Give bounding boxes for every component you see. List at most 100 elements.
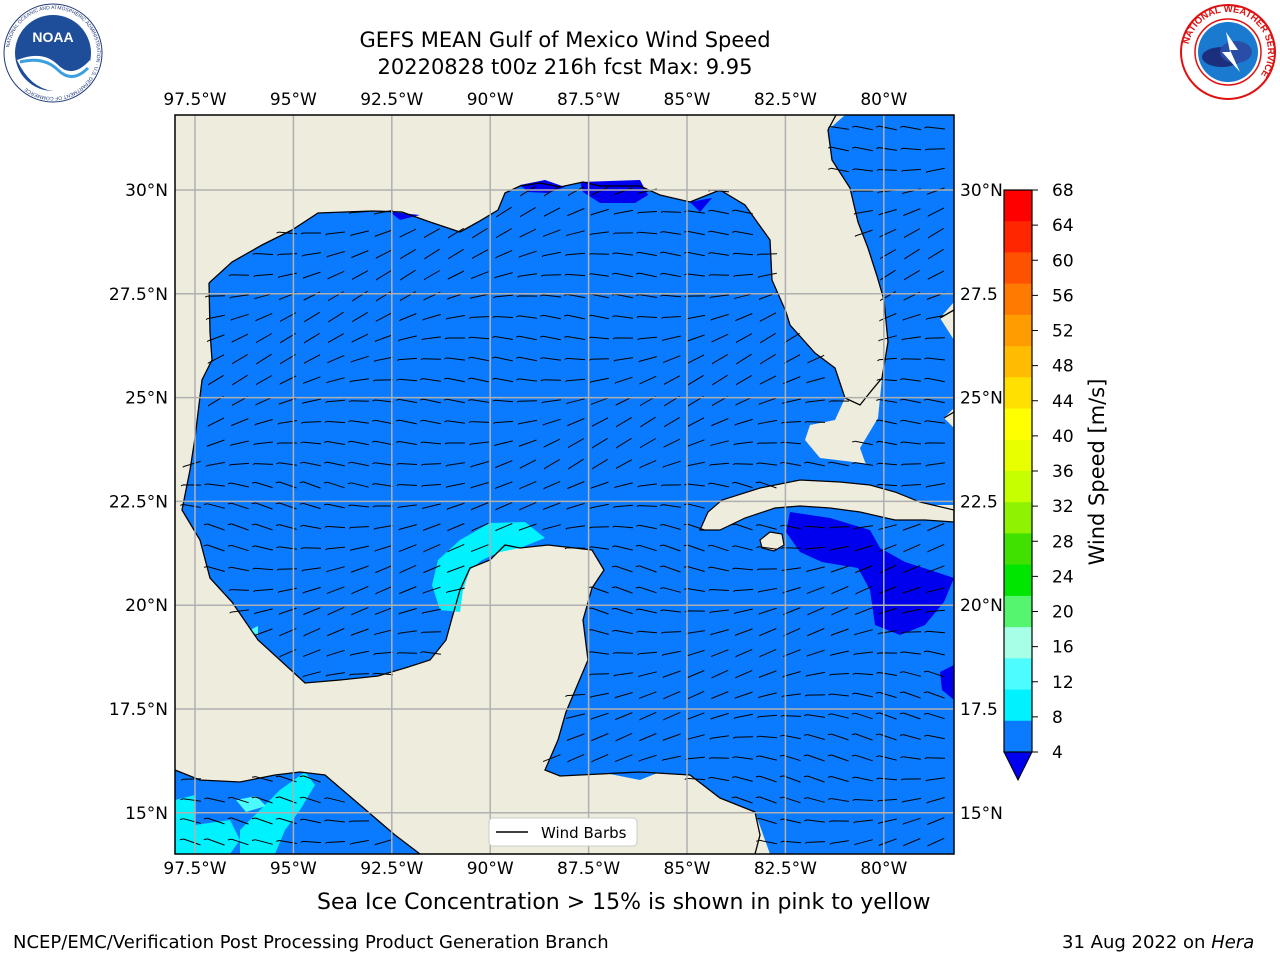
wind-barb (326, 251, 345, 258)
lat-labels: 30°N 30°N 27.5°N 27.5 25°N 25°N 22.5°N 22.5 20°N… (109, 181, 1003, 824)
wind-barb (708, 566, 729, 572)
wind-barb (876, 440, 897, 446)
wind-barb (852, 168, 873, 172)
wind-barb (256, 353, 272, 365)
wind-barb (879, 586, 897, 595)
wind-barb (444, 337, 465, 340)
wind-barb (373, 651, 394, 656)
wind-barb (468, 336, 490, 340)
wind-barb (396, 378, 418, 382)
wind-barb (374, 607, 393, 616)
wind-barb (252, 567, 274, 571)
lat-tick-label: 22.5°N (109, 492, 168, 512)
wind-barb (324, 420, 346, 424)
wind-barb (828, 400, 850, 403)
wind-barb (663, 438, 681, 448)
wind-barb (900, 651, 921, 655)
wind-barb (231, 418, 249, 427)
wind-barb (302, 586, 321, 594)
wind-barb (755, 524, 777, 530)
wind-barb (516, 378, 537, 382)
wind-barb (662, 670, 681, 678)
wind-barb (304, 332, 320, 344)
wind-barb (852, 125, 873, 131)
wind-barb (614, 376, 633, 384)
wind-barb (831, 606, 849, 616)
wind-barb (923, 650, 945, 656)
wind-barb (733, 273, 754, 278)
wind-barb (254, 628, 273, 636)
wind-barb (469, 316, 490, 319)
wind-barb (372, 440, 393, 446)
colorbar-segment (1004, 627, 1032, 659)
legend-box (488, 817, 638, 847)
wind-barb (636, 524, 657, 530)
wind-barb (203, 523, 225, 531)
wind-barb (852, 776, 873, 782)
colorbar-label: Wind Speed [m/s] (1085, 379, 1109, 566)
wind-barb (711, 691, 729, 700)
wind-barb (519, 459, 537, 469)
wind-barb (375, 585, 393, 595)
wind-barb (635, 565, 657, 573)
wind-barb (708, 776, 729, 782)
colorbar-tick-label: 68 (1052, 181, 1074, 201)
wind-barb (422, 314, 441, 321)
map-frame (174, 114, 955, 855)
wind-barb (660, 609, 681, 613)
wind-barb (326, 377, 345, 384)
wind-barb (735, 669, 753, 679)
wind-barb (732, 209, 753, 215)
wind-barb (420, 398, 441, 404)
wind-barb (636, 272, 657, 278)
cuba-land (699, 479, 954, 531)
wind-barb (348, 400, 370, 403)
wind-barb (904, 248, 920, 260)
wind-barb (396, 652, 418, 655)
wind-barb (853, 210, 873, 215)
wind-barb (444, 398, 465, 404)
wind-barb (470, 461, 489, 468)
wind-barb (878, 838, 897, 846)
wind-barb (255, 312, 273, 322)
wind-barb (251, 481, 273, 489)
wind-barb (875, 712, 897, 720)
wind-barb (805, 399, 825, 404)
wind-barb (496, 206, 512, 218)
wind-barb (613, 672, 633, 677)
wind-barb (227, 838, 249, 846)
wind-barb (803, 734, 825, 740)
wind-barb (804, 819, 825, 823)
wind-barb (876, 399, 897, 403)
wind-barb (325, 399, 346, 404)
wind-barb (253, 588, 274, 593)
wind-barb (637, 336, 658, 341)
wind-barb (351, 270, 369, 281)
wind-barb (900, 378, 921, 382)
wind-barb (711, 353, 729, 365)
wind-barb (494, 481, 513, 490)
wind-barb (828, 693, 849, 697)
wind-barb (303, 627, 321, 637)
coast-bahamas (939, 309, 954, 419)
wind-barb (900, 756, 921, 760)
wind-barb (757, 714, 778, 719)
wind-barb (516, 356, 537, 362)
wind-barb (827, 776, 849, 782)
wind-barb (640, 416, 656, 428)
colorbar-tick-label: 28 (1052, 532, 1074, 552)
wind-barb (396, 441, 417, 445)
wind-barb (759, 312, 777, 322)
wind-barb (639, 459, 657, 469)
wind-barb (879, 564, 897, 574)
wind-barb (400, 269, 416, 281)
wind-barb (589, 377, 609, 384)
wind-barb (448, 227, 464, 239)
wind-barb (758, 397, 777, 405)
colorbar-segment (1004, 190, 1032, 222)
colorbar-segment (1004, 564, 1032, 597)
wind-barb (302, 271, 321, 279)
wind-barb (927, 270, 945, 280)
wind-barb (350, 628, 369, 636)
colorbar-segment (1004, 595, 1032, 628)
